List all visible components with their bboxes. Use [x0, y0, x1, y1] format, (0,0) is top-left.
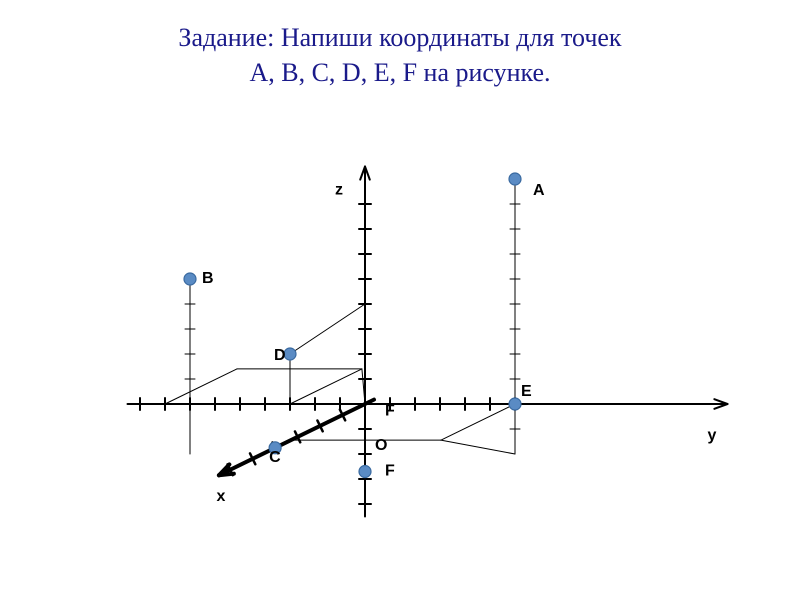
svg-text:O: O	[375, 437, 387, 454]
svg-text:y: y	[708, 427, 717, 444]
svg-text:F: F	[385, 463, 395, 480]
svg-text:F: F	[385, 403, 395, 420]
svg-text:x: x	[216, 488, 225, 505]
coordinate-diagram: y z x O A B D E F F C	[0, 0, 800, 600]
svg-text:z: z	[335, 182, 343, 199]
svg-text:C: C	[269, 449, 281, 466]
svg-text:A: A	[533, 182, 545, 199]
svg-text:D: D	[274, 347, 286, 364]
svg-text:B: B	[202, 270, 214, 287]
svg-text:E: E	[521, 383, 532, 400]
